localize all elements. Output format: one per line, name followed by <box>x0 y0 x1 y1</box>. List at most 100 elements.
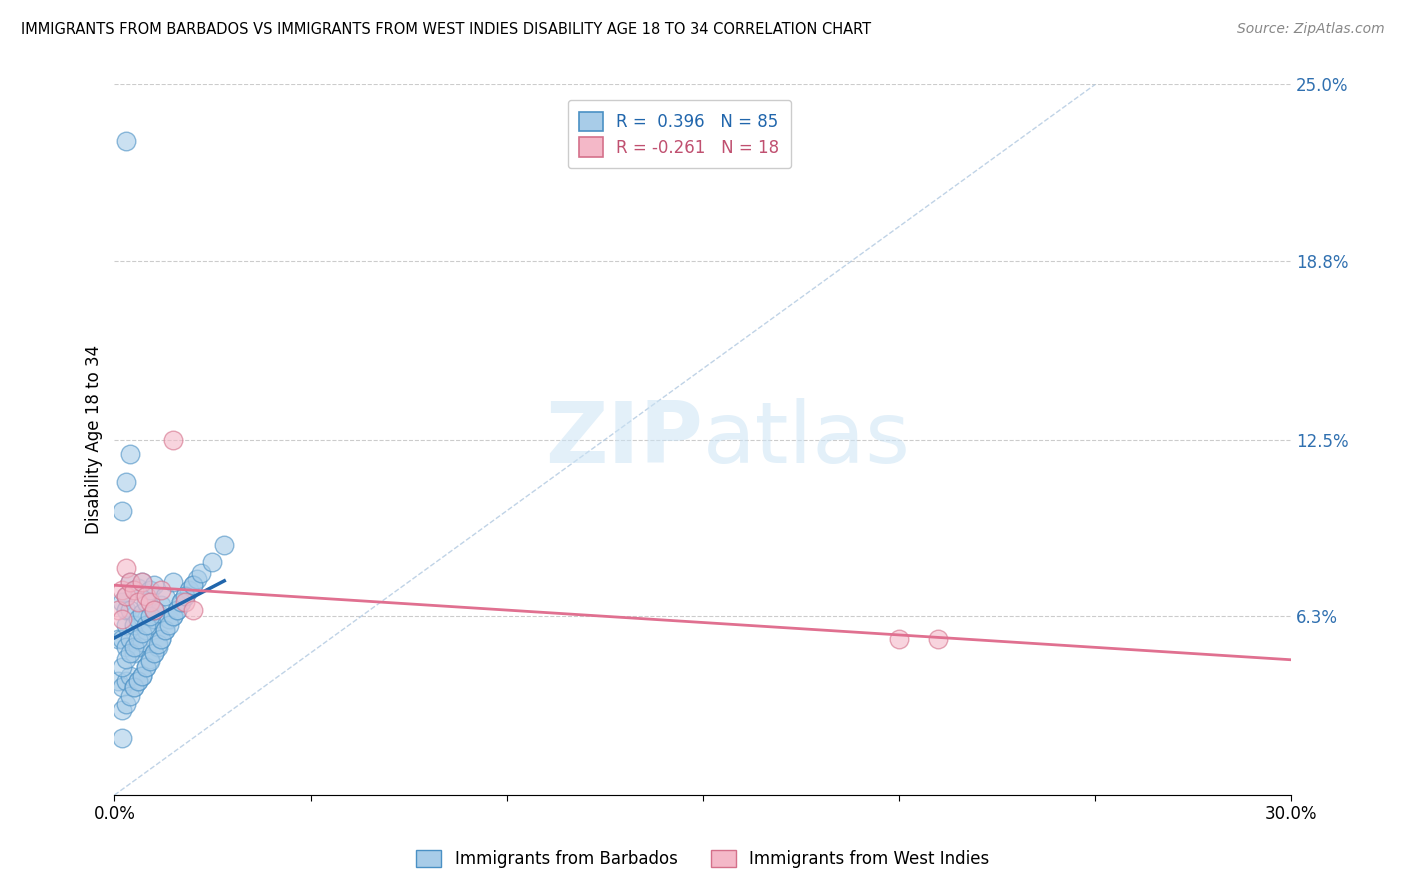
Point <box>111 703 134 717</box>
Point <box>120 603 142 617</box>
Point <box>120 632 142 646</box>
Point <box>190 566 212 581</box>
Point <box>127 640 149 655</box>
Legend: R =  0.396   N = 85, R = -0.261   N = 18: R = 0.396 N = 85, R = -0.261 N = 18 <box>568 100 792 169</box>
Point <box>166 603 188 617</box>
Point <box>115 134 138 148</box>
Point <box>162 609 184 624</box>
Point <box>131 626 153 640</box>
Point <box>107 632 129 646</box>
Point <box>138 617 160 632</box>
Point <box>142 612 165 626</box>
Point <box>131 574 153 589</box>
Point <box>181 578 204 592</box>
Point <box>115 589 138 603</box>
Point <box>120 447 142 461</box>
Point <box>214 538 236 552</box>
Point <box>115 560 138 574</box>
Point <box>131 574 153 589</box>
Point <box>135 617 157 632</box>
Point <box>115 640 138 655</box>
Point <box>174 595 197 609</box>
Point <box>131 668 153 682</box>
Point <box>162 609 184 624</box>
Point <box>115 603 138 617</box>
Point <box>111 731 134 746</box>
Point <box>170 595 193 609</box>
Legend: Immigrants from Barbados, Immigrants from West Indies: Immigrants from Barbados, Immigrants fro… <box>409 843 997 875</box>
Point <box>122 680 145 694</box>
Point <box>115 674 138 689</box>
Point <box>115 651 138 665</box>
Point <box>122 583 145 598</box>
Point <box>131 606 153 620</box>
Point <box>146 640 169 655</box>
Point <box>138 583 160 598</box>
Point <box>111 680 134 694</box>
Point <box>181 603 204 617</box>
Point <box>135 660 157 674</box>
Point <box>138 651 160 665</box>
Point <box>157 617 180 632</box>
Point <box>135 660 157 674</box>
Point <box>142 646 165 660</box>
Point <box>138 595 160 609</box>
Point <box>127 674 149 689</box>
Point <box>155 624 177 638</box>
Point <box>150 598 173 612</box>
Point <box>122 646 145 660</box>
Point <box>115 697 138 711</box>
Text: atlas: atlas <box>703 398 911 482</box>
Point <box>120 574 142 589</box>
Point <box>120 574 142 589</box>
Y-axis label: Disability Age 18 to 34: Disability Age 18 to 34 <box>86 345 103 534</box>
Point <box>107 603 129 617</box>
Point <box>150 632 173 646</box>
Point <box>887 632 910 646</box>
Point <box>135 595 157 609</box>
Point <box>177 583 200 598</box>
Point <box>127 674 149 689</box>
Point <box>127 612 149 626</box>
Point <box>131 634 153 648</box>
Point <box>111 612 134 626</box>
Point <box>111 583 134 598</box>
Text: IMMIGRANTS FROM BARBADOS VS IMMIGRANTS FROM WEST INDIES DISABILITY AGE 18 TO 34 : IMMIGRANTS FROM BARBADOS VS IMMIGRANTS F… <box>21 22 872 37</box>
Point <box>142 578 165 592</box>
Point <box>120 668 142 682</box>
Point <box>111 504 134 518</box>
Point <box>157 612 180 626</box>
Point <box>174 589 197 603</box>
Point <box>162 433 184 447</box>
Point <box>122 583 145 598</box>
Point <box>162 574 184 589</box>
Point <box>150 632 173 646</box>
Point <box>115 617 138 632</box>
Point <box>122 617 145 632</box>
Point <box>111 595 134 609</box>
Point <box>122 680 145 694</box>
Point <box>115 475 138 490</box>
Text: ZIP: ZIP <box>546 398 703 482</box>
Point <box>142 603 165 617</box>
Point <box>131 668 153 682</box>
Point <box>122 640 145 655</box>
Point <box>138 609 160 624</box>
Point <box>127 595 149 609</box>
Point <box>111 660 134 674</box>
Point <box>107 674 129 689</box>
Text: Source: ZipAtlas.com: Source: ZipAtlas.com <box>1237 22 1385 37</box>
Point <box>201 555 224 569</box>
Point <box>155 589 177 603</box>
Point <box>115 589 138 603</box>
Point <box>166 603 188 617</box>
Point <box>146 606 169 620</box>
Point <box>142 646 165 660</box>
Point <box>170 595 193 609</box>
Point <box>927 632 949 646</box>
Point <box>150 583 173 598</box>
Point <box>181 578 204 592</box>
Point <box>186 572 208 586</box>
Point <box>135 589 157 603</box>
Point <box>127 632 149 646</box>
